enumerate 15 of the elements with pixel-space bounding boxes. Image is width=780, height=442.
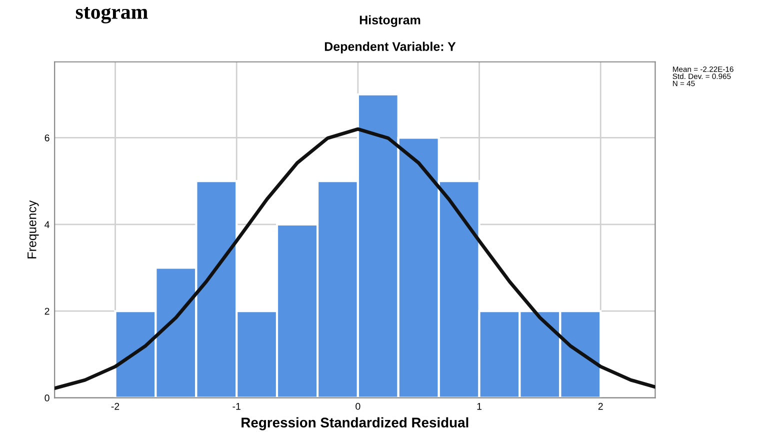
y-tick-label: 2 [44,308,50,315]
y-tick-label: 4 [44,221,50,228]
x-tick-label: -2 [111,402,120,410]
chart-title: Histogram [360,15,420,27]
text: stogram [76,6,148,24]
x-tick-label: 2 [598,402,603,410]
x-tick-label: 0 [356,402,360,410]
y-tick-label: 6 [44,134,50,142]
chart-subtitle: Dependent Variable: Y [324,42,456,54]
y-tick-label: 0 [44,394,50,402]
x-axis-title: Regression Standardized Residual [242,417,468,430]
y-axis-title: Frequency [28,200,39,258]
x-tick-label: 1 [477,403,482,410]
x-tick-label: -1 [232,403,240,410]
line-series [54,127,656,390]
